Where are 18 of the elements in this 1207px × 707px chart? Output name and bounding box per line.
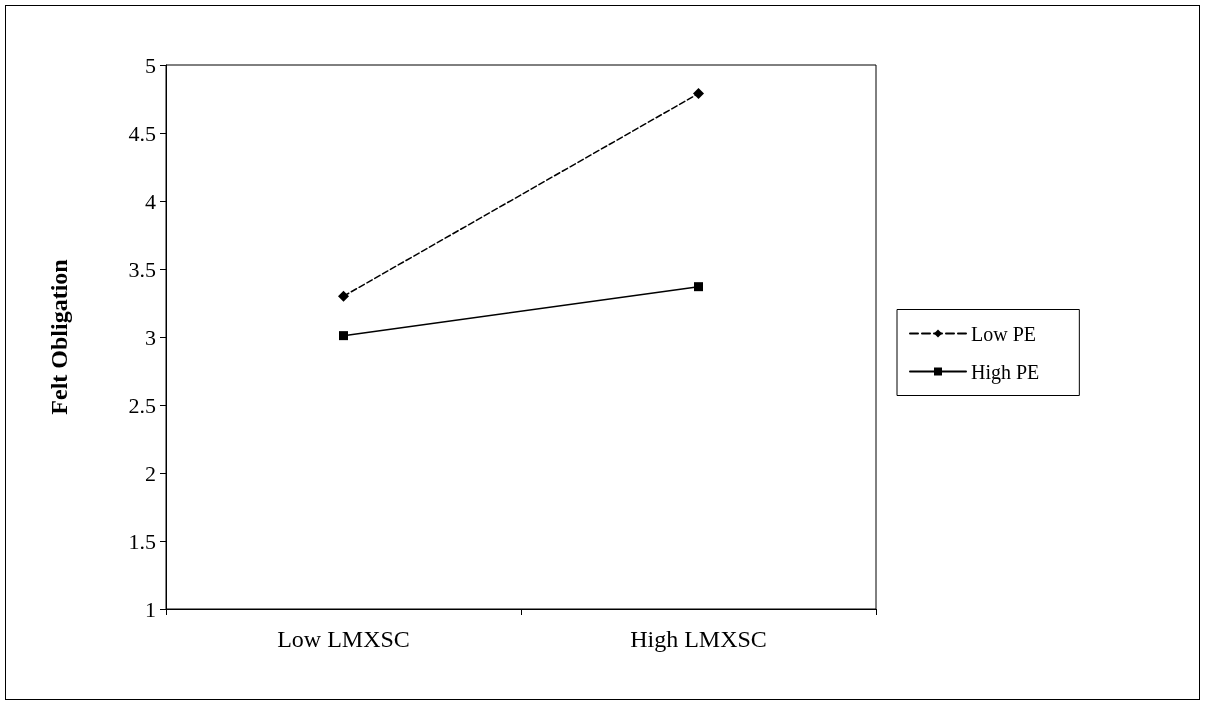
point (339, 331, 348, 341)
x-tick-label: Low LMXSC (277, 626, 410, 652)
legend-label: Low PE (971, 322, 1036, 345)
y-tick-label: 1 (145, 596, 156, 622)
y-tick-label: 4.5 (128, 120, 156, 146)
y-tick-label: 2.5 (128, 392, 156, 418)
y-tick-label: 4 (145, 188, 156, 214)
point (693, 88, 704, 100)
y-tick-label: 2 (145, 460, 156, 486)
y-axis-title: Felt Obligation (46, 259, 72, 415)
y-tick-label: 3.5 (128, 256, 156, 282)
legend-label: High PE (971, 360, 1040, 384)
y-tick-label: 1.5 (128, 528, 156, 554)
point (694, 282, 703, 292)
point (338, 290, 349, 302)
y-tick-label: 5 (145, 52, 156, 78)
y-tick-label: 3 (145, 324, 156, 350)
x-tick-label: High LMXSC (630, 626, 767, 652)
